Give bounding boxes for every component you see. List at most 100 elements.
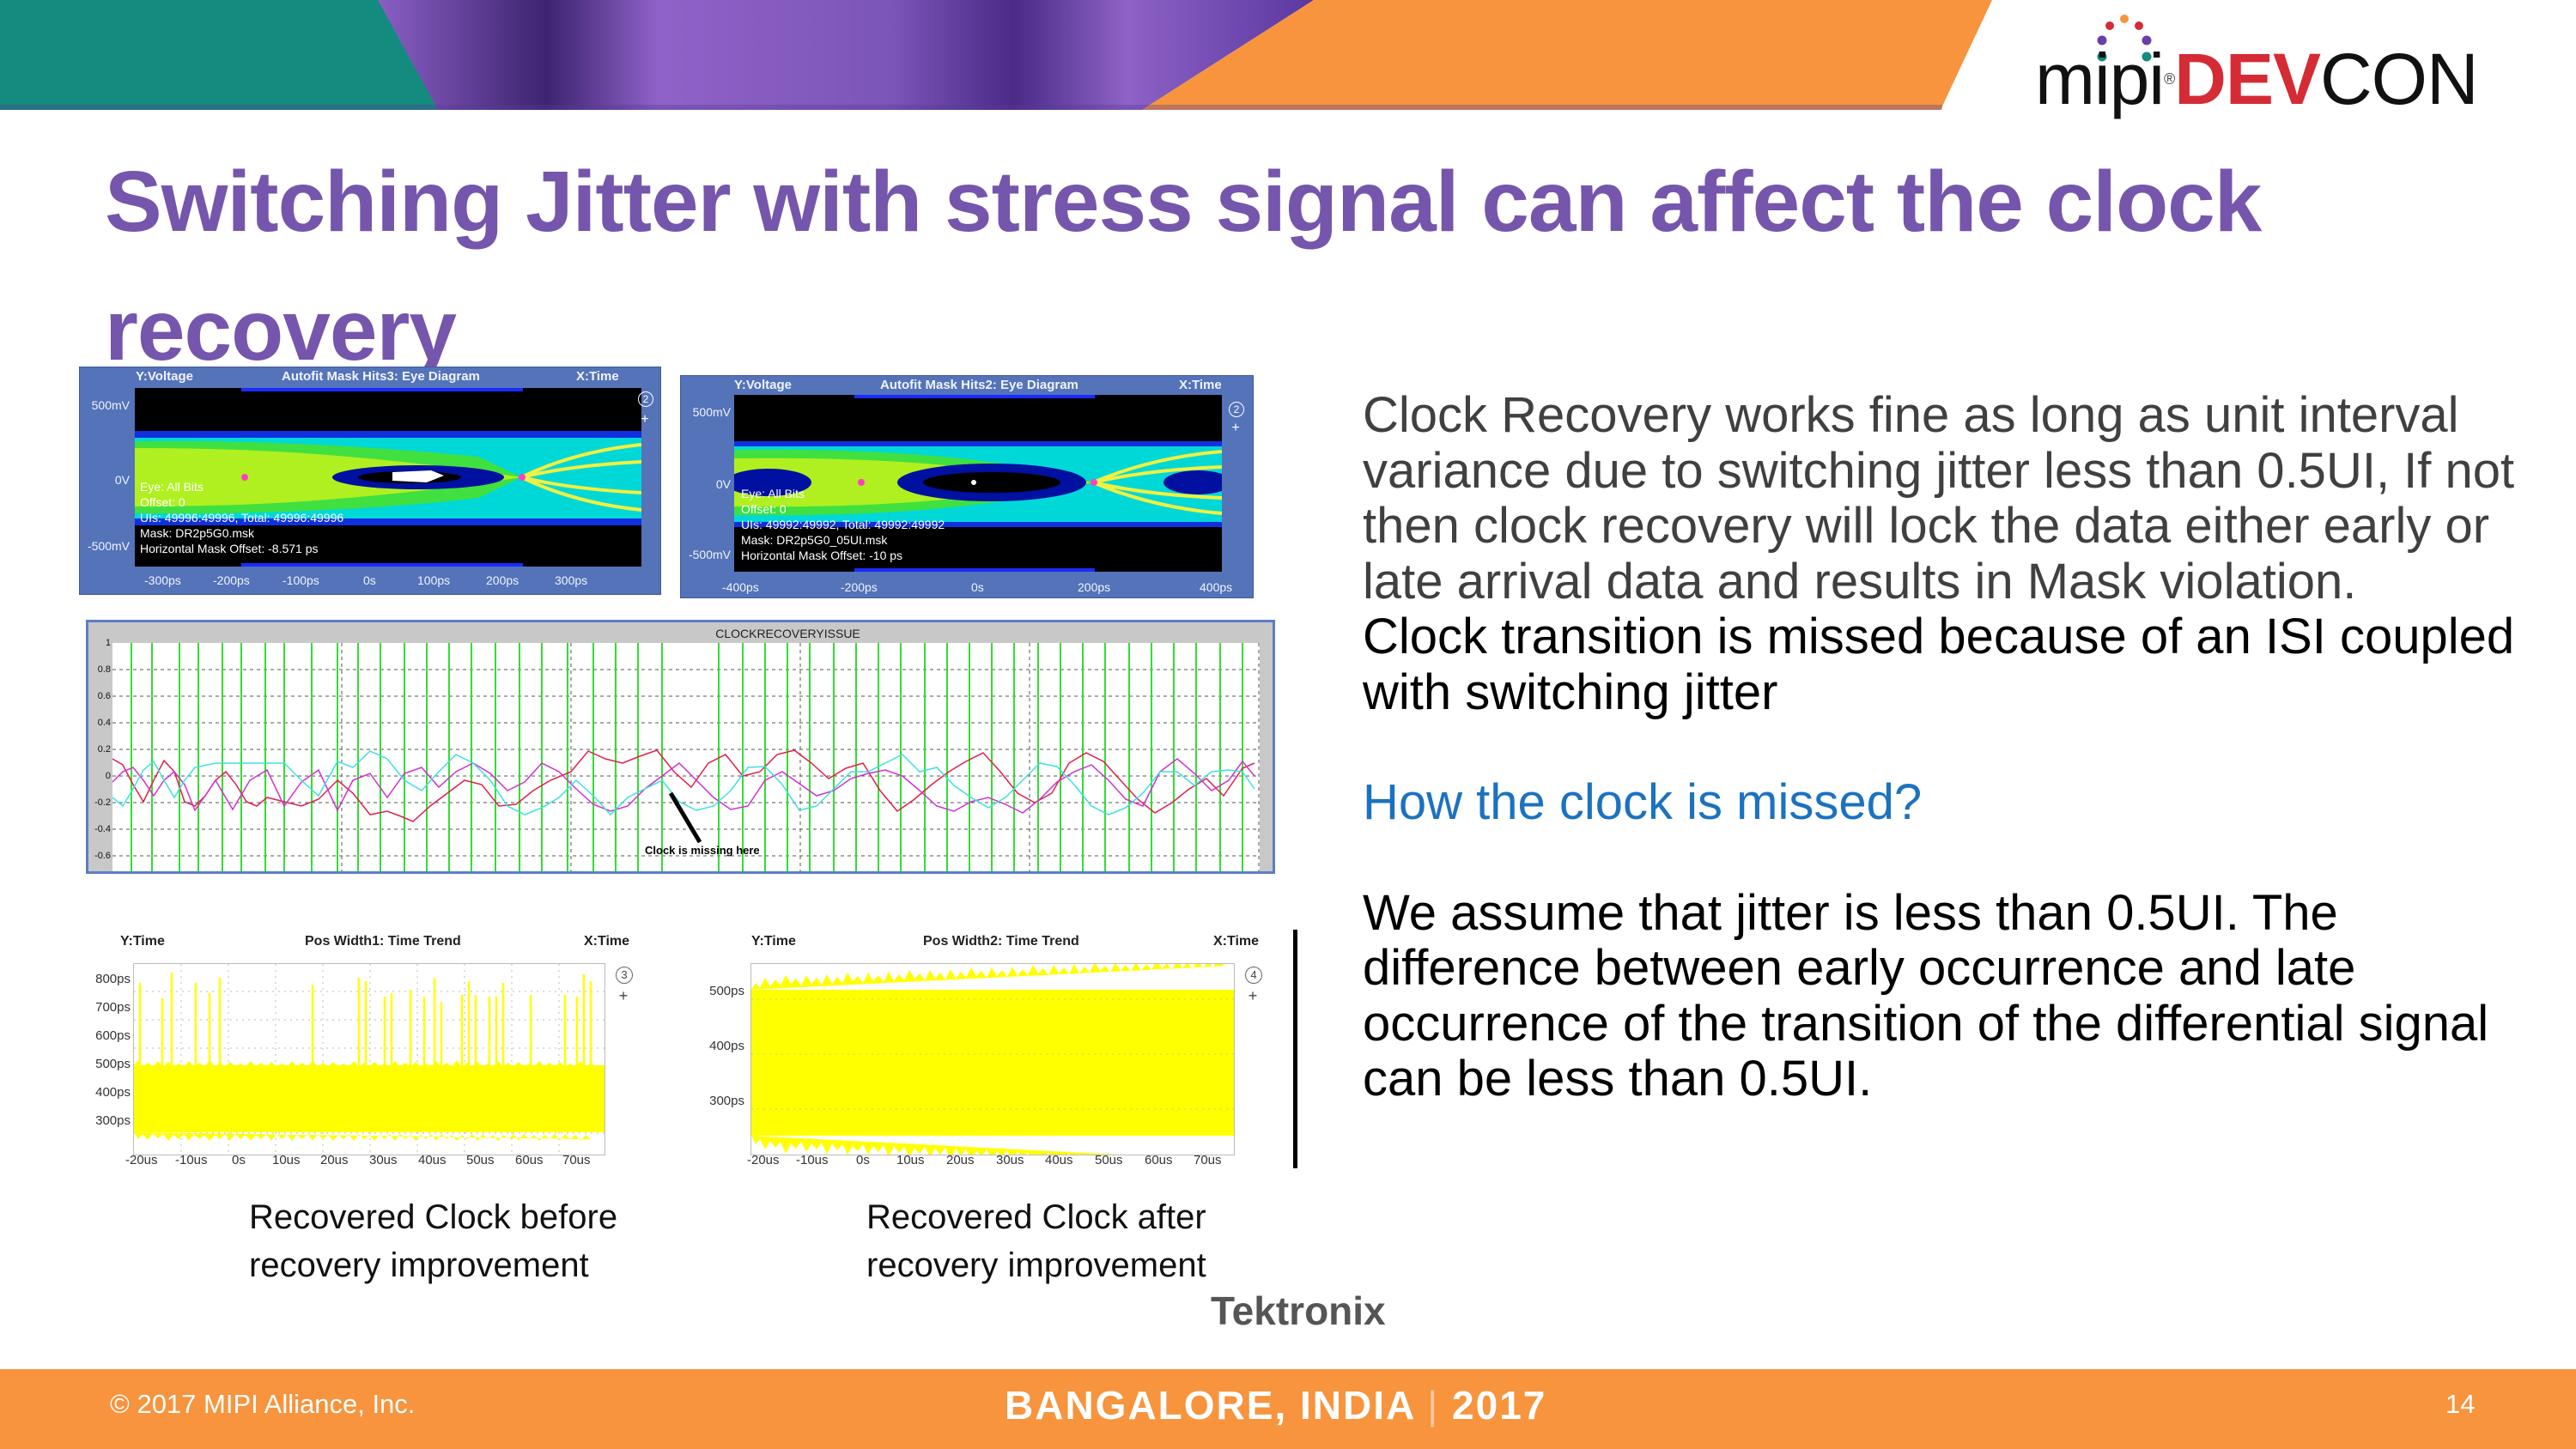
logo-registered: ® [2164, 70, 2175, 88]
clock-waveforms [112, 643, 1260, 871]
y-tick: 500mV [91, 398, 130, 412]
x-tick: 60us [1145, 1153, 1173, 1167]
y-tick: -500mV [87, 539, 130, 553]
eye-plot-area: Eye: All Bits Offset: 0 UIs: 49992:49992… [734, 395, 1222, 572]
y-tick: 0.8 [97, 664, 111, 675]
x-tick: -20us [747, 1153, 780, 1167]
eye-diagram-2: Y:Voltage Autofit Mask Hits2: Eye Diagra… [680, 375, 1254, 598]
logo-wordmark: mipi®DEVCON [2035, 43, 2479, 115]
channel-badge[interactable]: 2 [638, 391, 653, 407]
footer-bar [0, 1369, 2576, 1449]
question-heading: How the clock is missed? [1363, 774, 1923, 830]
panel-title: Pos Width2: Time Trend [923, 934, 1079, 949]
y-tick: -0.4 [94, 824, 111, 834]
x-tick: 0s [971, 580, 984, 594]
chart-plot-area: Clock is missing here [112, 643, 1260, 871]
y-tick: 300ps [95, 1113, 131, 1128]
channel-badge[interactable]: 3 [616, 967, 633, 984]
caption-after: Recovered Clock after recovery improveme… [866, 1193, 1206, 1289]
y-tick: 0V [715, 477, 731, 491]
y-axis-label: Y:Time [120, 934, 165, 949]
x-tick: -200ps [213, 573, 250, 587]
eye-info-line: Mask: DR2p5G0.msk [140, 526, 255, 540]
eye-info-line: Horizontal Mask Offset: -8.571 ps [140, 542, 319, 555]
channel-badge[interactable]: 4 [1245, 967, 1262, 984]
x-tick: 10us [896, 1153, 925, 1167]
x-tick: 40us [1045, 1153, 1073, 1167]
x-tick: 100ps [417, 573, 451, 587]
x-tick: -10us [796, 1153, 829, 1167]
x-tick: 300ps [555, 573, 588, 587]
panel-title: Pos Width1: Time Trend [305, 934, 461, 949]
time-trend-before: Y:Time Pos Width1: Time Trend X:Time 800… [86, 934, 644, 1170]
y-tick: 0V [114, 473, 130, 487]
eye-info-line: UIs: 49996:49996, Total: 49996:49996 [140, 511, 344, 524]
y-tick: 500ps [709, 984, 744, 998]
x-axis-label: X:Time [1213, 934, 1260, 949]
add-icon[interactable]: + [1231, 421, 1240, 435]
clock-recovery-chart: CLOCKRECOVERYISSUE 1 0.8 0.6 0.4 0.2 0 -… [86, 620, 1275, 874]
chart-title: CLOCKRECOVERYISSUE [715, 627, 860, 640]
eye-info-line: Horizontal Mask Offset: -10 ps [741, 549, 903, 562]
eye-waveform [734, 395, 1222, 572]
channel-badge[interactable]: 2 [1229, 402, 1244, 417]
y-tick: 0.2 [97, 744, 111, 755]
y-tick: 1 [105, 638, 111, 648]
time-trend-after: Y:Time Pos Width2: Time Trend X:Time 500… [700, 934, 1284, 1170]
x-tick: 200ps [486, 573, 519, 587]
mipi-devcon-logo: mipi®DEVCON [2035, 12, 2516, 119]
x-axis-label: X:Time [584, 934, 630, 949]
y-tick: 500mV [692, 405, 731, 419]
logo-dev: DEV [2174, 39, 2321, 119]
eye-info-line: Mask: DR2p5G0_05UI.msk [741, 533, 888, 547]
add-icon[interactable]: + [1248, 987, 1258, 1004]
y-axis-label: Y:Voltage [734, 378, 792, 392]
divider-line [1293, 930, 1297, 1168]
eye-info-line: Eye: All Bits [140, 480, 204, 494]
x-tick: -400ps [722, 580, 759, 594]
page-number: 14 [2445, 1389, 2476, 1419]
x-tick: 30us [996, 1153, 1024, 1167]
location-text: BANGALORE, INDIA [1005, 1383, 1415, 1428]
y-tick: 300ps [709, 1094, 744, 1108]
event-location: BANGALORE, INDIA | 2017 [1005, 1382, 1546, 1428]
eye-plot-area: Eye: All Bits Offset: 0 UIs: 49996:49996… [135, 388, 641, 567]
y-tick: 600ps [95, 1028, 131, 1043]
copyright: © 2017 MIPI Alliance, Inc. [110, 1389, 416, 1419]
eye-diagram-1: Y:Voltage Autofit Mask Hits3: Eye Diagra… [79, 367, 661, 595]
slide-title: Switching Jitter with stress signal can … [105, 154, 2262, 379]
x-tick: 400ps [1200, 580, 1233, 594]
x-tick: 30us [369, 1153, 398, 1167]
y-tick: 700ps [95, 1000, 131, 1015]
logo-con: CON [2320, 39, 2479, 119]
chart-annotation: Clock is missing here [645, 844, 760, 857]
y-tick: 400ps [95, 1085, 131, 1100]
y-tick: 0.4 [97, 718, 111, 728]
header-banner [0, 0, 1992, 110]
y-tick: -0.6 [94, 851, 111, 861]
x-tick: -10us [175, 1153, 208, 1167]
source-credit: Tektronix [1211, 1288, 1386, 1333]
x-tick: 0s [856, 1153, 870, 1167]
trend-waveform [751, 964, 1234, 1155]
y-tick: 0.6 [97, 691, 111, 701]
x-tick: 200ps [1078, 580, 1111, 594]
x-tick: -20us [125, 1153, 158, 1167]
logo-dots-icon [2097, 15, 2152, 62]
x-tick: 50us [1095, 1153, 1123, 1167]
x-tick: 70us [562, 1153, 591, 1167]
separator: | [1427, 1383, 1440, 1428]
x-tick: 20us [946, 1153, 975, 1167]
x-tick: -200ps [841, 580, 878, 594]
x-tick: 50us [466, 1153, 495, 1167]
x-tick: 40us [418, 1153, 447, 1167]
y-axis-label: Y:Voltage [136, 369, 193, 384]
add-icon[interactable]: + [641, 412, 649, 427]
eye-info-line: Offset: 0 [140, 495, 185, 509]
y-tick: -500mV [688, 548, 731, 561]
add-icon[interactable]: + [618, 987, 629, 1004]
y-tick: 500ps [95, 1057, 131, 1071]
x-axis-label: X:Time [576, 369, 619, 384]
caption-before: Recovered Clock before recovery improvem… [249, 1193, 617, 1289]
y-tick: 0 [105, 771, 111, 781]
